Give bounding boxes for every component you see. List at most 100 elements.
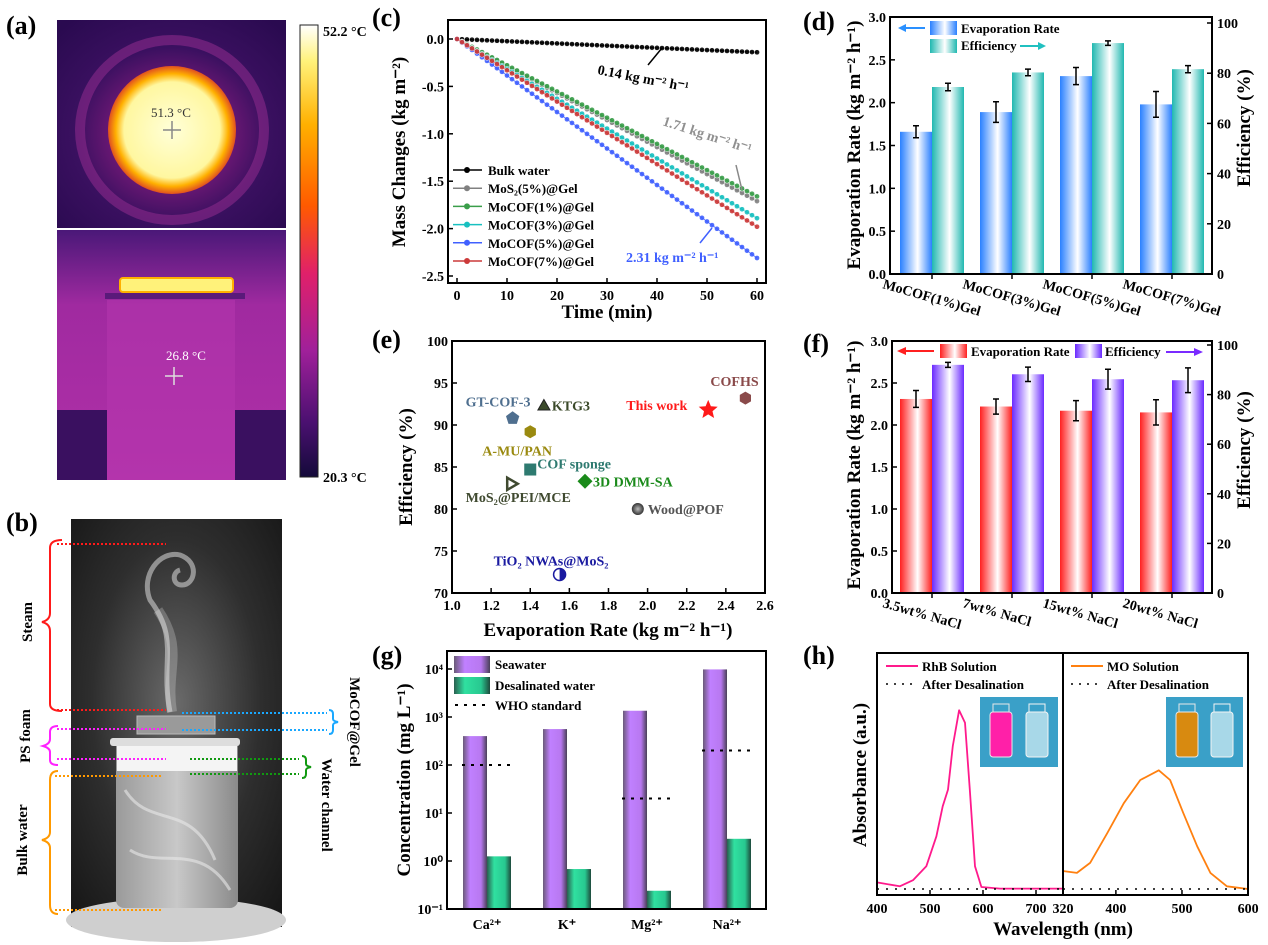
data-point bbox=[724, 233, 730, 239]
spectrum-RhB Solution bbox=[876, 709, 1063, 890]
data-point bbox=[684, 180, 690, 186]
error-bar bbox=[1025, 366, 1031, 383]
data-point bbox=[549, 85, 555, 92]
data-point bbox=[679, 154, 685, 160]
legend-label: MoCOF(1%)@Gel bbox=[488, 199, 594, 214]
legend-label: MoCOF(5%)@Gel bbox=[488, 236, 594, 251]
data-point bbox=[479, 37, 485, 43]
bar-Efficiency bbox=[1172, 69, 1204, 275]
data-point bbox=[584, 131, 590, 137]
data-point bbox=[714, 191, 720, 198]
colorbar-max-label: 52.2 °C bbox=[323, 25, 367, 40]
data-point bbox=[489, 37, 495, 44]
point-label: GT-COF-3 bbox=[466, 395, 531, 410]
data-point bbox=[619, 139, 625, 146]
bar-Evaporation Rate bbox=[980, 406, 1012, 593]
data-point bbox=[574, 111, 580, 117]
data-point bbox=[639, 146, 645, 153]
data-point bbox=[589, 134, 595, 141]
error-bar bbox=[1185, 64, 1191, 74]
x-tick-label: 1.6 bbox=[561, 599, 579, 614]
x-tick-label: Mg²⁺ bbox=[631, 918, 663, 933]
data-point bbox=[739, 48, 745, 55]
data-point bbox=[539, 98, 545, 104]
point-label: Wood@POF bbox=[648, 503, 724, 518]
y-axis-title: Evaporation Rate (kg m⁻² h⁻¹) bbox=[844, 341, 865, 590]
data-point bbox=[569, 96, 575, 103]
data-point bbox=[709, 47, 715, 54]
data-point bbox=[709, 188, 715, 195]
panel-f: (f) Evaporation Rate (kg m⁻² h⁻¹) Effici… bbox=[803, 329, 1255, 633]
water-channel-marker: Water channel bbox=[190, 755, 334, 852]
data-point bbox=[534, 86, 540, 92]
x-tick-label: 40 bbox=[650, 289, 664, 304]
data-point bbox=[739, 206, 745, 213]
x-tick-label: 10 bbox=[500, 289, 514, 304]
data-point bbox=[729, 180, 735, 187]
bar-Efficiency bbox=[1012, 374, 1044, 593]
x-tick-label: 2.2 bbox=[678, 599, 696, 614]
y-tick-label: 10¹ bbox=[425, 807, 443, 822]
scatter-point-This work: This work bbox=[626, 399, 718, 418]
y-tick-label: 95 bbox=[434, 377, 448, 392]
data-point bbox=[539, 39, 545, 46]
y-axis-title: Concentration (mg L⁻¹) bbox=[394, 683, 415, 876]
data-point bbox=[594, 123, 600, 130]
data-point bbox=[544, 83, 550, 90]
y-axis-title: Efficiency (%) bbox=[396, 408, 417, 526]
bar-Evaporation Rate bbox=[900, 398, 932, 593]
data-point bbox=[654, 182, 660, 188]
data-point bbox=[744, 247, 750, 254]
data-point bbox=[634, 167, 640, 174]
y-tick-label: 100 bbox=[427, 335, 448, 350]
bar-Seawater bbox=[623, 710, 647, 909]
data-point bbox=[704, 167, 710, 173]
scatter-point-COFHS: COFHS bbox=[710, 375, 759, 405]
data-point bbox=[644, 155, 650, 161]
y-tick-label: 0 bbox=[1217, 268, 1224, 283]
data-point bbox=[544, 101, 550, 108]
bar-Desalinated water bbox=[647, 890, 671, 909]
error-bar bbox=[1185, 367, 1191, 394]
data-point bbox=[644, 135, 650, 142]
steam-photo bbox=[66, 519, 286, 942]
data-point bbox=[659, 143, 665, 150]
x-tick-label: 30 bbox=[600, 289, 614, 304]
data-point bbox=[639, 133, 645, 139]
panel-c: (c) Time (min) Mass Changes (kg m⁻²) 0 10… bbox=[372, 3, 767, 323]
y-tick-label: 10⁴ bbox=[425, 663, 444, 678]
panel-a: (a) 51.3 °C 26.8 °C 52.2 °C 20.3 °C bbox=[6, 11, 367, 486]
y-tick-label: 3.0 bbox=[871, 335, 889, 350]
data-point bbox=[729, 208, 735, 214]
x-tick-label: 2.0 bbox=[639, 599, 657, 614]
x-tick-label: 0 bbox=[454, 289, 461, 304]
pentagon-marker bbox=[506, 411, 520, 424]
error-bar bbox=[1105, 368, 1111, 390]
y-tick-label: 100 bbox=[1217, 339, 1238, 354]
data-point bbox=[634, 143, 640, 150]
annotation-text: 0.14 kg m⁻² h⁻¹ bbox=[596, 63, 690, 95]
data-point bbox=[584, 117, 590, 124]
annotation-bulk: 0.14 kg m⁻² h⁻¹ bbox=[596, 47, 690, 96]
data-point bbox=[684, 156, 690, 163]
data-point bbox=[554, 98, 560, 105]
data-point bbox=[729, 236, 735, 243]
data-point bbox=[679, 46, 685, 52]
bar-Efficiency bbox=[932, 87, 964, 274]
data-point bbox=[614, 152, 620, 159]
diamond-marker bbox=[577, 473, 593, 489]
data-point bbox=[519, 83, 525, 90]
bar-Evaporation Rate bbox=[980, 112, 1012, 274]
rhb-vials-photo bbox=[980, 697, 1058, 767]
data-point bbox=[709, 169, 715, 176]
y-tick-label: 20 bbox=[1217, 537, 1231, 552]
crosshair-icon bbox=[165, 367, 183, 385]
data-point bbox=[714, 172, 720, 179]
data-point bbox=[599, 141, 605, 148]
data-point bbox=[754, 255, 760, 261]
error-bar bbox=[993, 398, 999, 415]
x-tick-label: 2.4 bbox=[717, 599, 735, 614]
bar-Desalinated water bbox=[567, 869, 591, 909]
thermal-image-bottom: 26.8 °C bbox=[57, 230, 286, 480]
